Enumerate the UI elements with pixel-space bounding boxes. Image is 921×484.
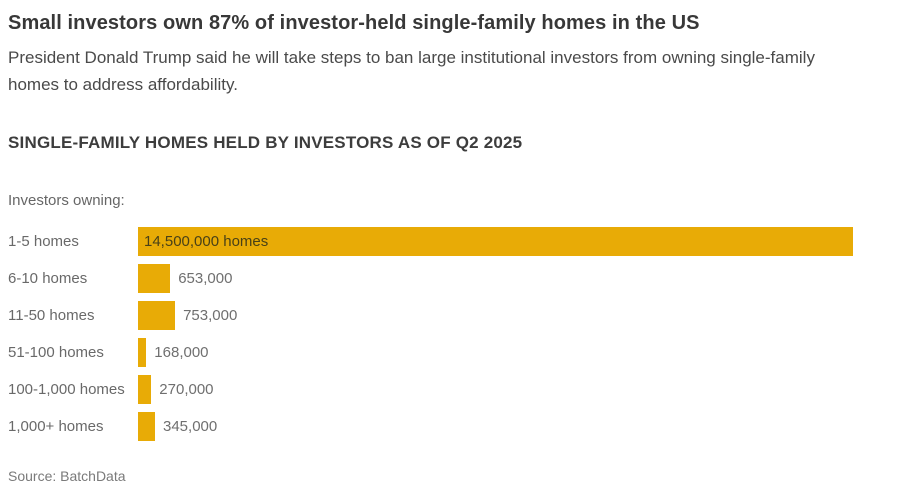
page-title: Small investors own 87% of investor-held… — [8, 12, 700, 34]
chart-row: 6-10 homes 653,000 — [8, 264, 913, 293]
chart-row: 100-1,000 homes 270,000 — [8, 375, 913, 404]
chart-row: 11-50 homes 753,000 — [8, 301, 913, 330]
value-label: 270,000 — [159, 381, 214, 398]
chart-row: 51-100 homes 168,000 — [8, 338, 913, 367]
bar-area: 345,000 — [138, 412, 217, 441]
bar-area: 14,500,000 homes — [138, 227, 853, 256]
bar — [138, 264, 171, 293]
value-label: 168,000 — [154, 344, 209, 361]
category-label: 100-1,000 homes — [8, 381, 125, 398]
bar-area: 168,000 — [138, 338, 209, 367]
category-label: 6-10 homes — [8, 270, 88, 287]
bar — [138, 338, 147, 367]
bar-area: 753,000 — [138, 301, 237, 330]
chart-row: 1,000+ homes 345,000 — [8, 412, 913, 441]
bar-area: 270,000 — [138, 375, 214, 404]
bar: 14,500,000 homes — [138, 227, 853, 256]
chart-row: 1-5 homes 14,500,000 homes — [8, 227, 913, 256]
category-label: 11-50 homes — [8, 307, 95, 324]
chart-group-label: Investors owning: — [8, 192, 125, 209]
bar — [138, 301, 176, 330]
chart-title: SINGLE-FAMILY HOMES HELD BY INVESTORS AS… — [8, 133, 523, 152]
bar-chart: 1-5 homes 14,500,000 homes 6-10 homes 65… — [8, 227, 913, 441]
subtitle: President Donald Trump said he will take… — [8, 48, 815, 94]
category-label: 1,000+ homes — [8, 418, 104, 435]
value-label: 14,500,000 homes — [144, 233, 269, 250]
bar — [138, 412, 155, 441]
category-label: 1-5 homes — [8, 233, 79, 250]
bar-area: 653,000 — [138, 264, 232, 293]
value-label: 653,000 — [178, 270, 233, 287]
value-label: 753,000 — [183, 307, 238, 324]
bar — [138, 375, 152, 404]
source-note: Source: BatchData — [8, 468, 126, 484]
category-label: 51-100 homes — [8, 344, 104, 361]
value-label: 345,000 — [163, 418, 218, 435]
